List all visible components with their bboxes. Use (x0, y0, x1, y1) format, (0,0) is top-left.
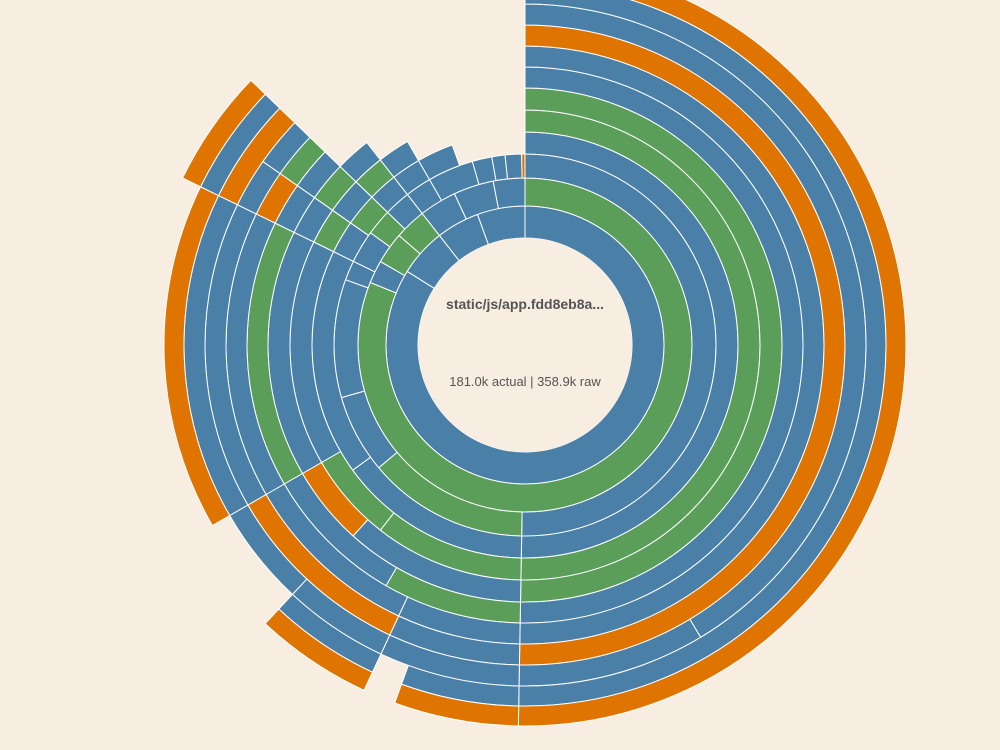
center-title: static/js/app.fdd8eb8a... (446, 296, 604, 312)
center-stats: 181.0k actual | 358.9k raw (449, 374, 601, 389)
sunburst-segment-d2-6[interactable] (492, 177, 526, 210)
sunburst-segment-d5-7[interactable] (379, 140, 420, 178)
sunburst-segment-d12-2[interactable] (264, 608, 374, 691)
center-hole (418, 238, 632, 452)
sunburst-segment-d6-6[interactable] (339, 141, 382, 183)
sunburst-segment-d12-1[interactable] (394, 683, 520, 727)
sunburst-segment-d12-3[interactable] (181, 79, 267, 188)
sunburst-segment-d4-7[interactable] (417, 144, 461, 181)
sunburst-segment-d3-12[interactable] (504, 153, 523, 180)
sunburst-segment-d3-13[interactable] (521, 153, 526, 179)
